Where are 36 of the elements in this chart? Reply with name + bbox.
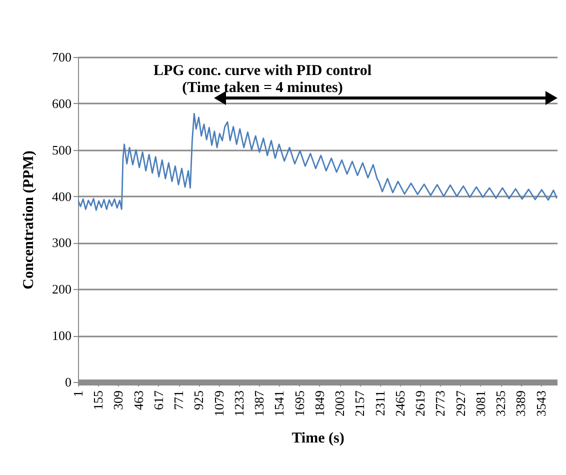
x-axis-title: Time (s) [292,430,344,446]
x-tick-label: 2619 [412,390,428,416]
text: (Time taken = 4 minutes) [182,80,343,96]
x-tick-label: 3543 [533,390,548,416]
y-tick-label: 100 [52,328,72,344]
y-tick-label: 300 [52,235,72,250]
x-tick-label: 3389 [513,390,528,416]
x-tick-label: 463 [130,390,146,410]
x-tick-label: 1387 [252,390,267,416]
x-tick-label: 1849 [312,390,327,416]
x-tick-label: 2465 [392,390,408,416]
x-tick-label: 1233 [231,390,246,416]
y-axis-title: Concentration (PPM) [21,150,37,290]
x-tick-label: 155 [90,390,106,410]
y-tick-label: 500 [52,142,72,158]
chart-title: LPG conc. curve with PID control [153,63,372,79]
x-tick-label: 2157 [352,390,368,416]
x-tick-label: 309 [110,390,126,410]
x-tick-label: 1541 [272,390,287,416]
x-tick-label: 617 [150,390,166,410]
x-tick-label: 2773 [432,390,448,416]
y-tick-label: 200 [52,282,72,297]
x-tick-label: 1 [70,390,86,397]
x-tick-label: 3235 [493,390,508,416]
y-tick-label: 400 [52,188,72,204]
x-tick-label: 771 [171,390,186,410]
x-tick-label: 1079 [211,390,226,416]
y-tick-label: 0 [65,374,72,390]
x-tick-label: 2003 [332,390,348,416]
x-tick-label: 2311 [372,390,388,416]
x-tick-label: 3081 [472,390,488,416]
x-tick-label: 1695 [292,390,307,416]
x-tick-label: 925 [191,390,206,410]
y-tick-label: 600 [52,96,72,111]
y-tick-label: 700 [52,50,72,64]
x-tick-label: 2927 [452,390,468,416]
